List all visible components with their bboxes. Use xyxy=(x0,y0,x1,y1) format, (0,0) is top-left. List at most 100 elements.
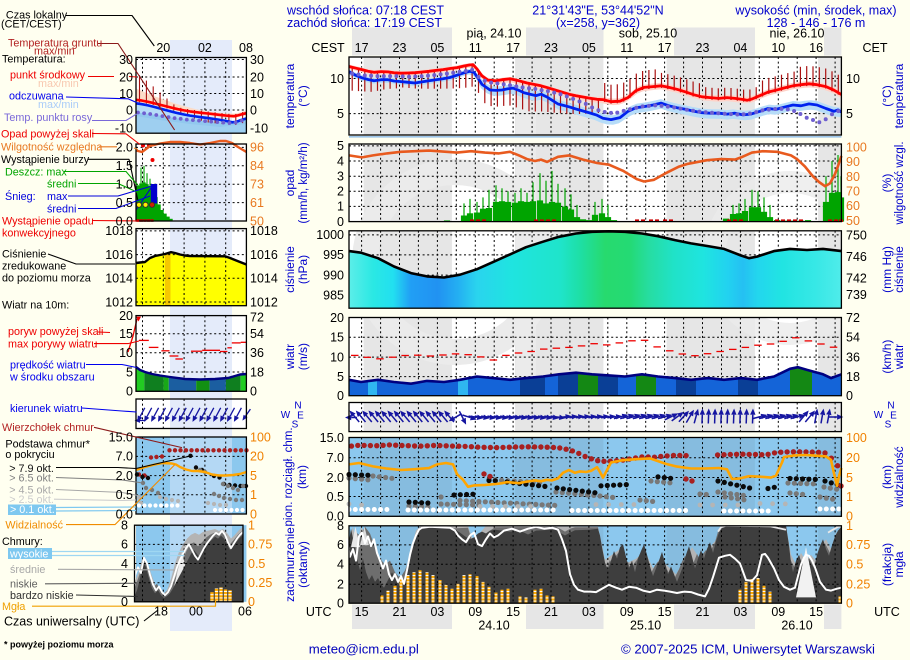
svg-text:> 6.5 okt.: > 6.5 okt. xyxy=(9,472,54,484)
svg-text:03: 03 xyxy=(733,605,747,619)
svg-text:(mm/h, kg/m²/h): (mm/h, kg/m²/h) xyxy=(298,142,310,223)
svg-text:21: 21 xyxy=(696,605,710,619)
svg-text:max/min: max/min xyxy=(38,99,79,111)
svg-text:(m/s): (m/s) xyxy=(296,343,310,370)
svg-text:02: 02 xyxy=(198,41,212,55)
svg-text:73: 73 xyxy=(250,178,264,192)
svg-text:1016: 1016 xyxy=(250,248,278,262)
svg-text:20: 20 xyxy=(250,70,264,84)
svg-text:zredukowane: zredukowane xyxy=(2,260,66,272)
svg-text:zachmurzenie: zachmurzenie xyxy=(283,527,297,602)
svg-text:80: 80 xyxy=(846,170,860,184)
svg-text:2: 2 xyxy=(121,576,128,590)
svg-text:10: 10 xyxy=(846,72,860,86)
svg-text:16: 16 xyxy=(809,41,823,55)
svg-text:18: 18 xyxy=(846,370,860,384)
svg-text:(°C): (°C) xyxy=(296,85,310,106)
svg-text:2: 2 xyxy=(337,578,344,592)
svg-text:-10: -10 xyxy=(115,122,133,136)
svg-text:96: 96 xyxy=(250,141,264,155)
svg-text:10: 10 xyxy=(771,41,785,55)
svg-text:0: 0 xyxy=(121,595,128,609)
svg-text:UTC: UTC xyxy=(874,605,900,619)
svg-text:0.5: 0.5 xyxy=(327,490,344,504)
svg-text:20: 20 xyxy=(846,451,860,465)
svg-text:Ciśnienie: Ciśnienie xyxy=(2,248,46,260)
svg-text:0.5: 0.5 xyxy=(846,558,863,572)
svg-text:2: 2 xyxy=(337,185,344,199)
svg-text:o pokryciu: o pokryciu xyxy=(5,449,54,461)
svg-text:widzialność: widzialność xyxy=(892,446,906,508)
svg-text:0.25: 0.25 xyxy=(248,576,272,590)
svg-text:meteo@icm.edu.pl: meteo@icm.edu.pl xyxy=(309,642,419,657)
svg-text:1016: 1016 xyxy=(105,248,133,262)
svg-text:temperatura: temperatura xyxy=(283,63,297,128)
svg-text:20: 20 xyxy=(119,309,133,323)
svg-text:0.25: 0.25 xyxy=(846,578,870,592)
svg-text:S: S xyxy=(292,420,299,431)
svg-text:17: 17 xyxy=(506,41,520,55)
svg-text:CEST: CEST xyxy=(311,41,345,55)
svg-text:0: 0 xyxy=(337,389,344,403)
svg-text:(frakcja): (frakcja) xyxy=(880,543,894,586)
svg-text:N: N xyxy=(887,401,894,412)
svg-text:20: 20 xyxy=(330,311,344,325)
svg-text:0.75: 0.75 xyxy=(248,538,272,552)
svg-text:pion. rozciągł. chm.: pion. rozciągł. chm. xyxy=(283,427,295,526)
svg-text:niskie: niskie xyxy=(10,579,38,591)
svg-text:0: 0 xyxy=(846,389,853,403)
svg-text:30: 30 xyxy=(250,53,264,67)
svg-text:5: 5 xyxy=(337,139,344,153)
svg-text:wysokie: wysokie xyxy=(9,548,48,560)
svg-text:03: 03 xyxy=(430,605,444,619)
svg-text:kierunek wiatru: kierunek wiatru xyxy=(10,403,83,415)
svg-text:E: E xyxy=(297,411,304,422)
svg-text:5: 5 xyxy=(846,471,853,485)
svg-text:(hPa): (hPa) xyxy=(296,255,310,284)
svg-text:04: 04 xyxy=(733,41,747,55)
svg-text:średni: średni xyxy=(47,178,76,190)
svg-text:2.0: 2.0 xyxy=(327,471,344,485)
svg-text:Podstawa chmur*: Podstawa chmur* xyxy=(5,438,90,450)
svg-text:prędkość wiatru: prędkość wiatru xyxy=(10,359,86,371)
svg-text:10: 10 xyxy=(250,87,264,101)
svg-text:5: 5 xyxy=(337,370,344,384)
svg-text:4: 4 xyxy=(121,557,128,571)
svg-text:Temperatura:: Temperatura: xyxy=(2,53,66,65)
svg-text:0.0: 0.0 xyxy=(116,507,133,521)
svg-text:(x=258, y=362): (x=258, y=362) xyxy=(556,16,640,30)
svg-text:* powyżej poziomu morza: * powyżej poziomu morza xyxy=(4,640,115,650)
svg-text:10: 10 xyxy=(119,87,133,101)
svg-text:18: 18 xyxy=(250,365,264,379)
svg-text:Czas uniwersalny (UTC): Czas uniwersalny (UTC) xyxy=(4,614,139,628)
svg-text:opad: opad xyxy=(283,170,297,197)
svg-text:3: 3 xyxy=(337,170,344,184)
svg-text:25.10: 25.10 xyxy=(630,619,661,633)
svg-text:21: 21 xyxy=(544,605,558,619)
svg-text:7.0: 7.0 xyxy=(116,450,133,464)
svg-text:W: W xyxy=(281,410,291,421)
svg-text:W: W xyxy=(874,410,884,421)
svg-text:0: 0 xyxy=(337,597,344,611)
svg-text:1014: 1014 xyxy=(105,272,133,286)
svg-text:50: 50 xyxy=(250,214,264,228)
svg-text:N: N xyxy=(294,401,301,412)
svg-text:4: 4 xyxy=(337,154,344,168)
svg-text:0: 0 xyxy=(126,385,133,399)
svg-text:2.0: 2.0 xyxy=(116,141,133,155)
svg-text:nie, 26.10: nie, 26.10 xyxy=(770,27,825,41)
svg-text:61: 61 xyxy=(250,196,264,210)
svg-text:(mm Hg): (mm Hg) xyxy=(880,246,894,293)
svg-text:wiatr: wiatr xyxy=(892,344,906,370)
svg-text:995: 995 xyxy=(323,248,344,262)
svg-text:(km): (km) xyxy=(880,465,894,489)
svg-text:1: 1 xyxy=(846,519,853,533)
svg-text:Mgła: Mgła xyxy=(2,601,25,613)
svg-text:mgła: mgła xyxy=(892,551,906,577)
svg-text:6: 6 xyxy=(337,538,344,552)
svg-text:05: 05 xyxy=(582,41,596,55)
svg-text:max/min: max/min xyxy=(38,78,79,90)
svg-text:10: 10 xyxy=(119,346,133,360)
svg-text:1000: 1000 xyxy=(316,228,344,242)
svg-text:S: S xyxy=(885,420,892,431)
